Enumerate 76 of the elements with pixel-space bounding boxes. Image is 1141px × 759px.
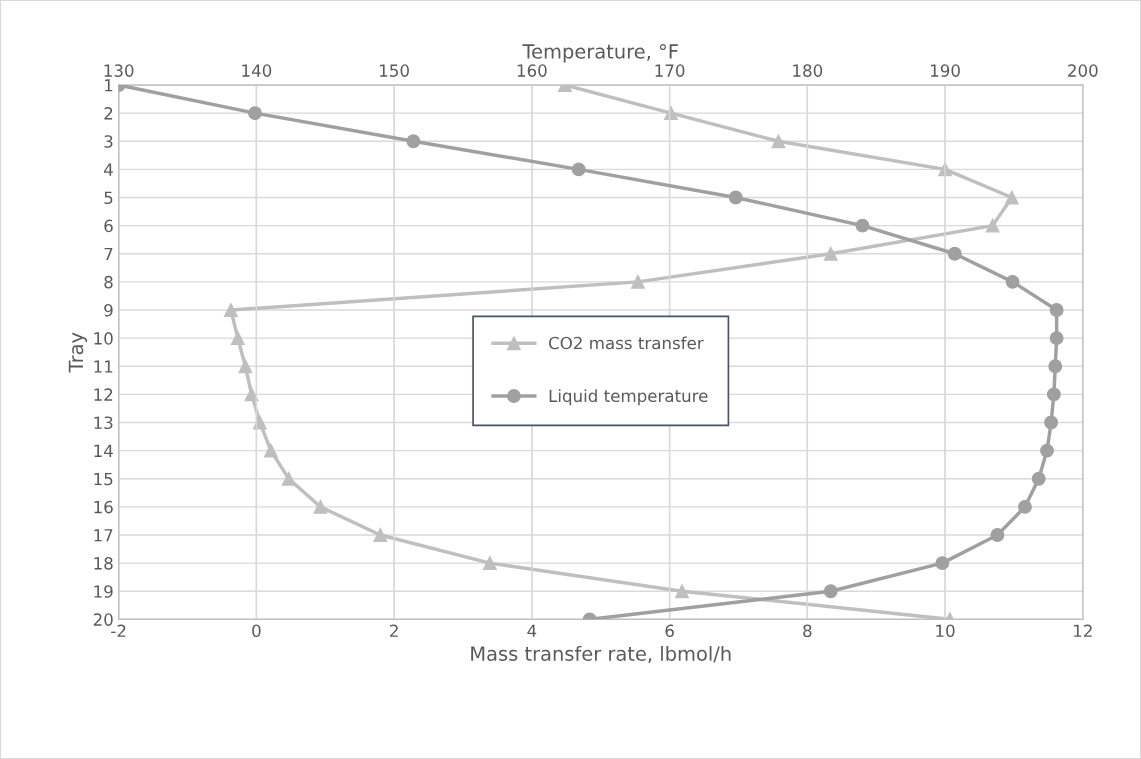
y-tick-label: 18 — [94, 557, 113, 570]
x2-tick-label: 130 — [104, 64, 134, 77]
point — [675, 584, 689, 599]
x-tick-label: 10 — [936, 624, 955, 638]
point — [373, 528, 388, 542]
x-tick-label: 8 — [803, 624, 812, 638]
point — [482, 556, 497, 571]
point — [313, 499, 328, 514]
x2-tick-label: 140 — [242, 64, 272, 77]
point — [1018, 499, 1032, 514]
y-tick-label: 9 — [104, 303, 113, 317]
x-tick-label: 12 — [1074, 624, 1092, 637]
point — [1040, 443, 1054, 458]
point — [728, 190, 743, 205]
point — [823, 246, 838, 261]
x-tick-label: 0 — [252, 624, 261, 638]
point — [947, 246, 962, 261]
y-tick-label: 20 — [93, 613, 113, 626]
point — [630, 274, 645, 289]
y-tick-label: 10 — [94, 332, 113, 345]
point — [985, 218, 1000, 233]
point — [238, 359, 253, 374]
x-axis-title: Mass transfer rate, lbmol/h — [471, 645, 731, 663]
point — [263, 443, 278, 458]
point — [771, 134, 786, 149]
x-tick-label: -2 — [111, 624, 126, 637]
y-tick-label: 11 — [94, 360, 113, 373]
y-tick-label: 14 — [94, 444, 113, 457]
y-tick-label: 17 — [94, 529, 113, 542]
y-tick-label: 1 — [105, 79, 113, 92]
x2-tick-label: 170 — [655, 64, 685, 77]
y-tick-label: 19 — [94, 585, 113, 598]
x-tick-label: 2 — [390, 624, 398, 637]
x2-tick-label: 150 — [380, 64, 409, 77]
point — [935, 556, 950, 571]
point — [1044, 415, 1059, 430]
point — [281, 471, 296, 486]
y-tick-label: 6 — [104, 219, 113, 233]
point — [244, 387, 259, 402]
point — [1004, 190, 1019, 205]
point — [223, 303, 238, 317]
point — [1048, 359, 1063, 374]
y-tick-label: 13 — [94, 416, 113, 430]
point — [230, 331, 245, 346]
x2-tick-label: 190 — [931, 64, 960, 77]
point — [248, 106, 262, 121]
point — [855, 218, 870, 233]
x2-tick-label: 160 — [517, 64, 547, 77]
point — [571, 162, 586, 177]
point — [1049, 331, 1064, 346]
point — [1031, 471, 1046, 486]
y-tick-label: 12 — [94, 388, 113, 401]
x-tick-label: 6 — [665, 624, 674, 638]
point — [664, 106, 678, 121]
y-tick-label: 3 — [104, 135, 113, 148]
y-axis-title: Tray — [68, 332, 88, 373]
x-tick-label: 4 — [527, 624, 537, 637]
point — [1049, 303, 1064, 317]
legend-label: Liquid temperature — [549, 389, 708, 406]
point — [406, 134, 421, 149]
x2-tick-label: 180 — [793, 64, 823, 77]
x2-axis-title: Temperature, °F — [522, 44, 678, 63]
y-tick-label: 4 — [104, 163, 113, 176]
y-tick-label: 8 — [104, 275, 113, 289]
y-tick-label: 2 — [104, 107, 113, 120]
y-tick-label: 5 — [104, 191, 113, 205]
y-tick-label: 15 — [94, 472, 113, 486]
point — [823, 584, 838, 599]
point — [252, 415, 267, 430]
point — [1046, 387, 1061, 402]
x2-tick-label: 200 — [1068, 64, 1098, 77]
y-tick-label: 7 — [104, 247, 113, 261]
point — [990, 528, 1005, 542]
legend-label: CO2 mass transfer — [549, 336, 704, 350]
point — [1005, 274, 1020, 289]
y-tick-label: 16 — [94, 500, 113, 514]
